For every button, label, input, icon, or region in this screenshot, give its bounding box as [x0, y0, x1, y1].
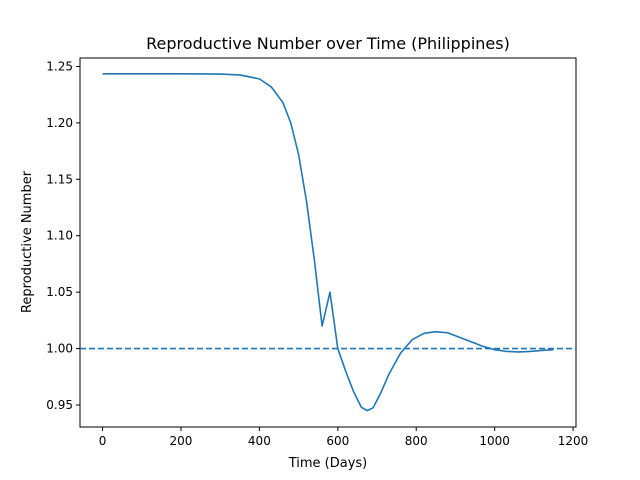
- y-tick-label: 0.95: [46, 398, 73, 412]
- y-tick-label: 1.05: [46, 285, 73, 299]
- x-tick-label: 0: [99, 434, 107, 448]
- y-tick-label: 1.20: [46, 116, 73, 130]
- y-tick-label: 1.15: [46, 172, 73, 186]
- x-tick-label: 1200: [558, 434, 589, 448]
- y-tick-label: 1.25: [46, 59, 73, 73]
- x-tick-label: 1000: [479, 434, 510, 448]
- x-tick-label: 600: [326, 434, 349, 448]
- x-axis-ticks: 0 200 400 600 800 1000 1200: [99, 427, 589, 448]
- series-layer: [80, 73, 576, 412]
- plot-area: [79, 57, 577, 428]
- x-tick-label: 200: [170, 434, 193, 448]
- x-tick-label: 800: [405, 434, 428, 448]
- y-axis-ticks: 0.95 1.00 1.05 1.10 1.15 1.20 1.25: [46, 59, 80, 412]
- chart-title: Reproductive Number over Time (Philippin…: [146, 34, 510, 53]
- x-axis-label: Time (Days): [288, 456, 368, 471]
- y-tick-label: 1.00: [46, 342, 73, 356]
- series-line: [102, 73, 554, 412]
- y-axis-label: Reproductive Number: [20, 170, 35, 313]
- y-tick-label: 1.10: [46, 229, 73, 243]
- plot-frame: [79, 57, 577, 428]
- x-tick-label: 400: [248, 434, 271, 448]
